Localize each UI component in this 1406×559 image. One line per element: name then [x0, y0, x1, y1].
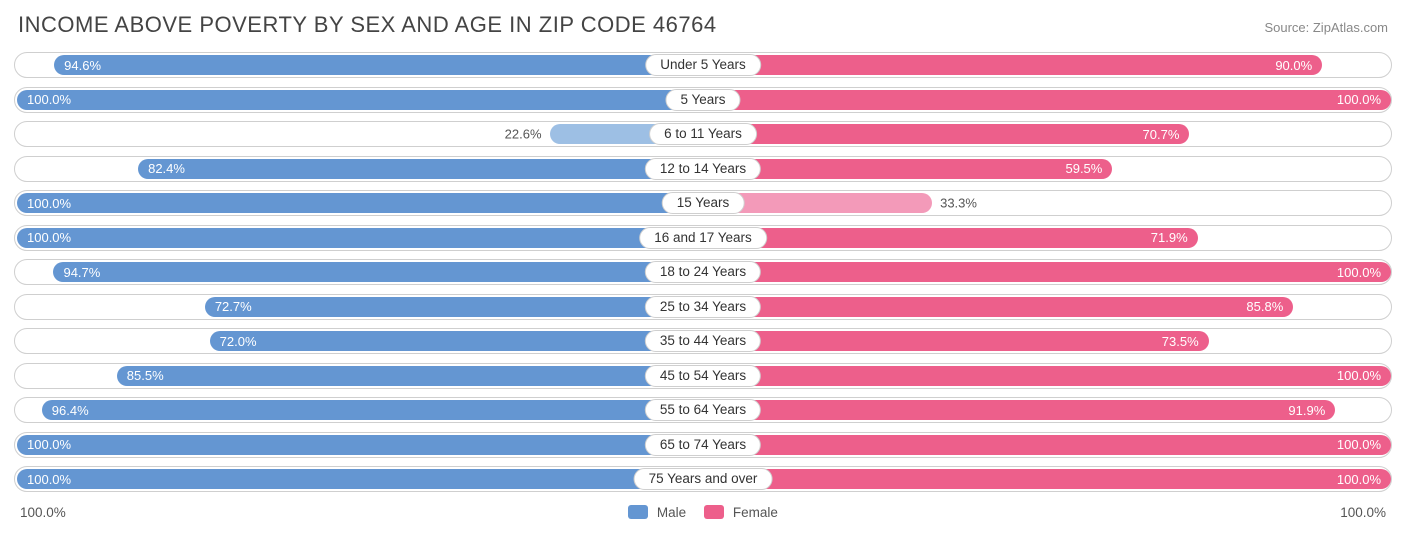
category-label: 35 to 44 Years [645, 330, 761, 352]
female-value: 33.3% [940, 196, 977, 211]
category-label: 65 to 74 Years [645, 434, 761, 456]
male-value: 100.0% [27, 196, 71, 211]
male-bar: 100.0% [17, 193, 705, 213]
male-bar: 100.0% [17, 469, 705, 489]
category-label: 15 Years [662, 192, 745, 214]
female-value: 100.0% [1337, 472, 1381, 487]
male-bar: 85.5% [117, 366, 705, 386]
female-value: 100.0% [1337, 265, 1381, 280]
chart-row: 100.0% 71.9% 16 and 17 Years [14, 225, 1392, 251]
female-value: 100.0% [1337, 368, 1381, 383]
chart-row: 100.0% 33.3% 15 Years [14, 190, 1392, 216]
male-value: 96.4% [52, 403, 89, 418]
male-value: 72.7% [215, 299, 252, 314]
male-value: 85.5% [127, 368, 164, 383]
female-bar: 100.0% [703, 435, 1391, 455]
axis-right-max-label: 100.0% [1340, 505, 1386, 520]
category-label: 55 to 64 Years [645, 399, 761, 421]
male-bar: 94.6% [54, 55, 705, 75]
axis-left-max-label: 100.0% [20, 505, 66, 520]
male-value: 100.0% [27, 92, 71, 107]
chart-row: 100.0% 100.0% 5 Years [14, 87, 1392, 113]
legend: Male Female [66, 505, 1340, 520]
chart-row: 100.0% 100.0% 65 to 74 Years [14, 432, 1392, 458]
chart-row: 96.4% 91.9% 55 to 64 Years [14, 397, 1392, 423]
category-label: 6 to 11 Years [649, 123, 757, 145]
male-value: 94.7% [63, 265, 100, 280]
male-value: 100.0% [27, 437, 71, 452]
legend-male-label: Male [657, 505, 686, 520]
female-bar: 100.0% [703, 469, 1391, 489]
male-bar: 100.0% [17, 90, 705, 110]
female-bar: 91.9% [703, 400, 1335, 420]
chart-title: INCOME ABOVE POVERTY BY SEX AND AGE IN Z… [18, 12, 717, 38]
male-value: 82.4% [148, 161, 185, 176]
category-label: 12 to 14 Years [645, 158, 761, 180]
category-label: 45 to 54 Years [645, 365, 761, 387]
female-bar: 100.0% [703, 366, 1391, 386]
female-bar: 90.0% [703, 55, 1322, 75]
chart-row: 100.0% 100.0% 75 Years and over [14, 466, 1392, 492]
chart-footer: 100.0% Male Female 100.0% [14, 501, 1392, 520]
chart-row: 82.4% 59.5% 12 to 14 Years [14, 156, 1392, 182]
female-value: 100.0% [1337, 437, 1381, 452]
male-value: 100.0% [27, 472, 71, 487]
header: INCOME ABOVE POVERTY BY SEX AND AGE IN Z… [14, 12, 1392, 52]
source-attribution: Source: ZipAtlas.com [1264, 20, 1388, 35]
female-value: 73.5% [1162, 334, 1199, 349]
male-bar: 96.4% [42, 400, 705, 420]
female-value: 59.5% [1065, 161, 1102, 176]
male-bar: 72.7% [205, 297, 705, 317]
female-bar: 71.9% [703, 228, 1198, 248]
female-value: 90.0% [1275, 58, 1312, 73]
chart-row: 72.0% 73.5% 35 to 44 Years [14, 328, 1392, 354]
male-bar: 94.7% [53, 262, 705, 282]
category-label: 16 and 17 Years [639, 227, 767, 249]
female-value: 71.9% [1151, 230, 1188, 245]
male-bar: 82.4% [138, 159, 705, 179]
male-bar: 100.0% [17, 228, 705, 248]
legend-female-label: Female [733, 505, 778, 520]
diverging-bar-chart: 94.6% 90.0% Under 5 Years 100.0% 100.0% 5 Yea… [14, 52, 1392, 492]
male-value: 94.6% [64, 58, 101, 73]
female-bar: 100.0% [703, 262, 1391, 282]
chart-row: 94.6% 90.0% Under 5 Years [14, 52, 1392, 78]
legend-female: Female [704, 505, 778, 520]
female-bar: 100.0% [703, 90, 1391, 110]
category-label: 18 to 24 Years [645, 261, 761, 283]
female-swatch-icon [704, 505, 724, 519]
legend-male: Male [628, 505, 686, 520]
category-label: Under 5 Years [645, 54, 761, 76]
chart-row: 72.7% 85.8% 25 to 34 Years [14, 294, 1392, 320]
female-bar: 59.5% [703, 159, 1112, 179]
male-value: 22.6% [505, 127, 542, 142]
male-bar: 72.0% [210, 331, 705, 351]
female-bar: 73.5% [703, 331, 1209, 351]
chart-row: 85.5% 100.0% 45 to 54 Years [14, 363, 1392, 389]
female-value: 91.9% [1288, 403, 1325, 418]
male-value: 100.0% [27, 230, 71, 245]
chart-row: 94.7% 100.0% 18 to 24 Years [14, 259, 1392, 285]
male-bar: 100.0% [17, 435, 705, 455]
female-value: 85.8% [1246, 299, 1283, 314]
female-value: 70.7% [1143, 127, 1180, 142]
female-value: 100.0% [1337, 92, 1381, 107]
female-bar: 70.7% [703, 124, 1189, 144]
category-label: 75 Years and over [634, 468, 773, 490]
category-label: 5 Years [665, 89, 740, 111]
chart-row: 22.6% 70.7% 6 to 11 Years [14, 121, 1392, 147]
female-bar: 85.8% [703, 297, 1293, 317]
category-label: 25 to 34 Years [645, 296, 761, 318]
male-value: 72.0% [220, 334, 257, 349]
male-swatch-icon [628, 505, 648, 519]
